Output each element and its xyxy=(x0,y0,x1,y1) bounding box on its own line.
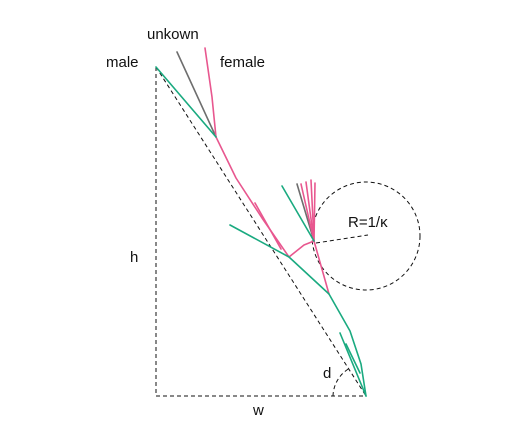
label-female: female xyxy=(220,54,265,71)
label-unknown: unkown xyxy=(147,26,199,43)
female-upper-branch xyxy=(204,47,217,138)
label-male: male xyxy=(106,54,139,71)
female-tip-2 xyxy=(305,181,315,242)
male-tip-branch xyxy=(281,185,315,242)
label-d: d xyxy=(323,365,331,382)
female-tip-1 xyxy=(300,183,315,242)
unknown-branches xyxy=(176,51,315,242)
unknown-branch-upper xyxy=(176,51,217,138)
male-lower-branch-2 xyxy=(345,343,361,374)
radius-line xyxy=(315,234,369,244)
male-trunk xyxy=(229,224,367,397)
construction-lines xyxy=(155,66,421,397)
label-h: h xyxy=(130,249,138,266)
angle-d-arc xyxy=(332,367,351,397)
female-main-lineage xyxy=(215,136,315,258)
female-tip-4 xyxy=(313,182,316,242)
female-side-branch xyxy=(254,202,282,250)
label-radius: R=1/κ xyxy=(348,214,388,231)
male-main-lineage xyxy=(155,66,217,138)
labels: male unkown female h w d R=1/κ xyxy=(106,26,388,419)
curvature-circle xyxy=(311,181,421,291)
label-w: w xyxy=(252,402,264,419)
male-lower-branch-1 xyxy=(339,332,367,397)
male-branches xyxy=(155,66,367,397)
hypotenuse-line xyxy=(155,66,367,397)
female-trunk-segment xyxy=(313,240,330,295)
female-branches xyxy=(204,47,330,295)
